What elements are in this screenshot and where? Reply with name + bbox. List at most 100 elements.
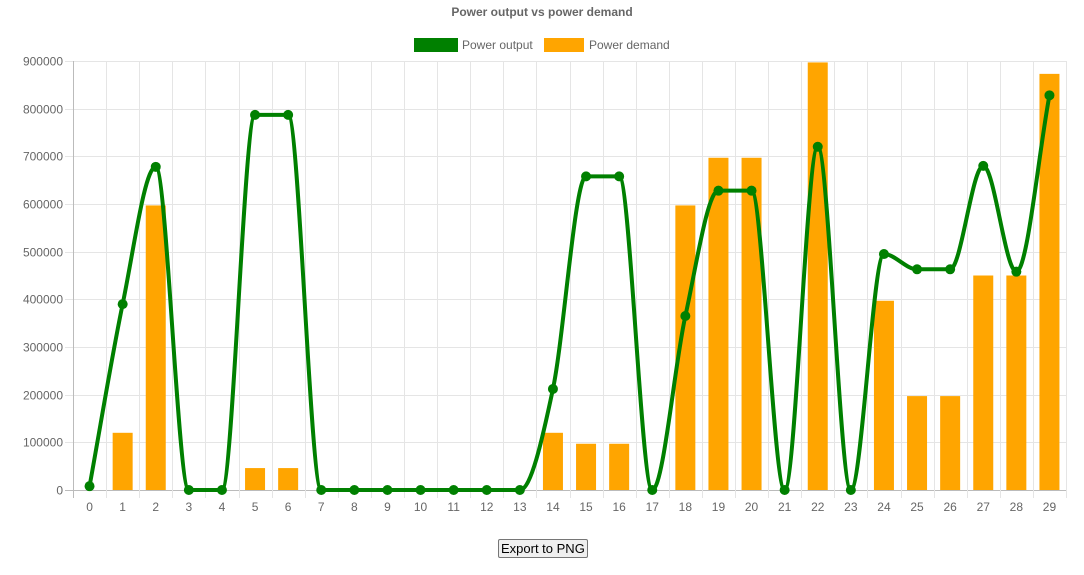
y-tick-label: 0 (56, 484, 63, 498)
point-power-output[interactable] (547, 383, 558, 394)
bar-power-demand[interactable] (940, 396, 961, 490)
x-tick-label: 23 (844, 500, 858, 514)
x-tick-label: 10 (414, 500, 428, 514)
x-tick-label: 11 (447, 500, 460, 514)
point-power-output[interactable] (945, 264, 956, 275)
x-tick-label: 2 (152, 500, 159, 514)
point-power-output[interactable] (283, 109, 294, 120)
bar-power-demand[interactable] (542, 432, 563, 490)
point-power-output[interactable] (117, 299, 128, 310)
x-tick-label: 6 (285, 500, 292, 514)
x-axis: 0 1 2 3 4 5 6 7 8 9 10 11 12 13 14 15 16 17 18 19 20 21 22 23 24… (86, 500, 1056, 514)
point-power-output[interactable] (647, 485, 658, 495)
y-tick-label: 500000 (23, 246, 63, 260)
x-tick-label: 9 (384, 500, 391, 514)
bar-power-demand[interactable] (1039, 73, 1060, 491)
point-power-output[interactable] (614, 171, 625, 182)
x-tick-label: 28 (1010, 500, 1024, 514)
chart-title: Power output vs power demand (451, 5, 632, 19)
x-tick-label: 27 (977, 500, 991, 514)
point-power-output[interactable] (812, 141, 823, 152)
legend-swatch-power-demand[interactable] (544, 38, 584, 52)
bar-power-demand[interactable] (278, 468, 299, 490)
x-tick-label: 7 (318, 500, 325, 514)
point-power-output[interactable] (316, 485, 327, 495)
x-tick-label: 15 (579, 500, 593, 514)
legend-label-power-demand[interactable]: Power demand (589, 38, 670, 52)
x-tick-label: 22 (811, 500, 825, 514)
y-tick-label: 800000 (23, 103, 63, 117)
x-tick-label: 21 (778, 500, 792, 514)
y-tick-label: 900000 (23, 55, 63, 69)
bar-power-demand[interactable] (741, 157, 762, 490)
x-tick-label: 18 (679, 500, 693, 514)
x-tick-label: 12 (480, 500, 494, 514)
y-tick-label: 400000 (23, 293, 63, 307)
x-tick-label: 25 (910, 500, 924, 514)
bar-power-demand[interactable] (873, 300, 894, 490)
line-power-output (87, 94, 1052, 492)
point-power-output[interactable] (713, 185, 724, 196)
point-power-output[interactable] (978, 160, 989, 171)
bar-power-demand[interactable] (112, 432, 133, 490)
point-power-output[interactable] (415, 485, 426, 495)
point-power-output[interactable] (481, 485, 492, 495)
x-tick-label: 19 (712, 500, 726, 514)
point-power-output[interactable] (680, 311, 691, 322)
y-tick-label: 600000 (23, 198, 63, 212)
bar-power-demand[interactable] (675, 205, 696, 490)
bar-series (112, 62, 1060, 491)
point-power-output[interactable] (746, 185, 757, 196)
point-power-output[interactable] (84, 481, 95, 492)
x-tick-label: 17 (646, 500, 660, 514)
x-tick-label: 20 (745, 500, 759, 514)
bar-power-demand[interactable] (145, 205, 166, 490)
x-tick-label: 5 (252, 500, 259, 514)
bar-power-demand[interactable] (609, 443, 630, 490)
point-power-output[interactable] (581, 171, 592, 182)
x-tick-label: 26 (943, 500, 957, 514)
bar-power-demand[interactable] (807, 62, 828, 491)
point-power-output[interactable] (878, 249, 889, 260)
point-power-output[interactable] (216, 485, 227, 495)
x-tick-label: 3 (186, 500, 193, 514)
y-tick-label: 200000 (23, 389, 63, 403)
bar-power-demand[interactable] (708, 157, 729, 490)
point-power-output[interactable] (1011, 266, 1022, 277)
x-tick-label: 4 (219, 500, 226, 514)
point-power-output[interactable] (779, 485, 790, 495)
x-tick-label: 29 (1043, 500, 1057, 514)
bar-power-demand[interactable] (1006, 275, 1027, 491)
grid (65, 61, 1067, 498)
legend-swatch-power-output[interactable] (414, 38, 458, 52)
point-power-output[interactable] (349, 485, 360, 495)
export-png-button[interactable]: Export to PNG (498, 539, 588, 558)
legend-label-power-output[interactable]: Power output (462, 38, 533, 52)
x-tick-label: 8 (351, 500, 358, 514)
x-tick-label: 1 (119, 500, 126, 514)
bar-power-demand[interactable] (907, 396, 928, 490)
legend: Power output Power demand (414, 38, 670, 52)
bar-power-demand[interactable] (973, 275, 994, 491)
point-power-output[interactable] (912, 264, 923, 275)
point-power-output[interactable] (183, 485, 194, 495)
point-power-output[interactable] (150, 161, 161, 172)
bar-power-demand[interactable] (245, 468, 266, 490)
x-tick-label: 24 (877, 500, 891, 514)
x-tick-label: 0 (86, 500, 93, 514)
bar-power-demand[interactable] (576, 443, 597, 490)
point-power-output[interactable] (250, 109, 261, 120)
point-power-output[interactable] (448, 485, 459, 495)
point-power-output[interactable] (1044, 90, 1055, 101)
line-series (84, 90, 1055, 495)
point-power-output[interactable] (514, 485, 525, 495)
y-tick-label: 100000 (23, 436, 63, 450)
x-tick-label: 14 (546, 500, 560, 514)
point-power-output[interactable] (382, 485, 393, 495)
point-power-output[interactable] (845, 485, 856, 495)
x-tick-label: 13 (513, 500, 527, 514)
y-axis: 0 100000 200000 300000 400000 500000 600000 700… (23, 55, 63, 498)
y-tick-label: 300000 (23, 341, 63, 355)
x-tick-label: 16 (612, 500, 626, 514)
